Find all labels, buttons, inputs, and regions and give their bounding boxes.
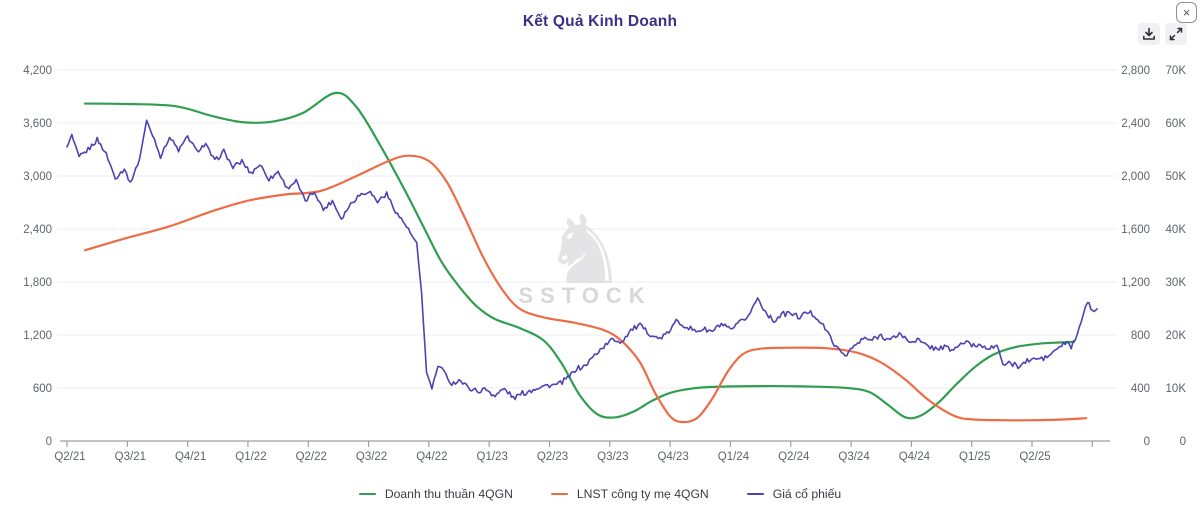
y-axis-label-right-outer: 0 [1180,436,1186,448]
y-axis-label-left: 1,200 [23,330,52,342]
legend-label: Doanh thu thuần 4QGN [384,487,513,501]
horse-logo-watermark: ♞ [542,198,627,304]
close-button[interactable]: × [1176,2,1197,23]
y-axis-label-right-outer: 50K [1166,171,1187,183]
x-axis-label: Q4/22 [416,451,447,463]
x-axis-label: Q2/22 [296,451,327,463]
legend-item-1[interactable]: LNST công ty mẹ 4QGN [550,487,709,501]
y-axis-label-right-inner: 800 [1131,330,1150,342]
legend-dash-icon [358,492,376,496]
x-axis-label: Q1/25 [959,451,990,463]
download-icon [1142,27,1156,41]
y-axis-label-right-inner: 1,200 [1121,277,1150,289]
y-axis-label-right-outer: 70K [1166,65,1187,77]
y-axis-label-left: 2,400 [23,224,52,236]
y-axis-label-left: 3,000 [23,171,52,183]
series-line-0 [83,91,1076,420]
series-line-1 [83,154,1088,424]
series-line-2 [66,119,1098,401]
y-axis-label-right-outer: 60K [1166,118,1187,130]
legend-item-0[interactable]: Doanh thu thuần 4QGN [358,487,513,501]
x-axis-label: Q3/22 [356,451,387,463]
y-axis-label-right-outer: 40K [1166,224,1187,236]
x-axis-label: Q4/24 [899,451,931,463]
x-axis-label: Q1/24 [718,451,750,463]
chart-title: Kết Quả Kinh Doanh [522,13,678,30]
y-axis-label-left: 600 [33,383,52,395]
legend-dash-icon [550,492,568,496]
chart-toolbar [1138,23,1187,45]
legend-dash-icon [746,492,764,496]
y-axis-label-right-inner: 2,400 [1121,118,1150,130]
download-button[interactable] [1138,23,1160,45]
x-axis-label: Q1/23 [477,451,508,463]
x-axis-label: Q3/21 [115,451,146,463]
x-axis-label: Q1/22 [235,451,266,463]
y-axis-label-left: 4,200 [23,65,52,77]
legend-label: LNST công ty mẹ 4QGN [576,487,709,501]
x-axis-label: Q2/25 [1019,451,1050,463]
legend-label: Giá cổ phiếu [772,487,842,501]
x-axis-label: Q4/21 [175,451,206,463]
chart-legend: Doanh thu thuần 4QGN LNST công ty mẹ 4QGN… [0,487,1200,501]
expand-icon [1169,27,1183,41]
x-axis-label: Q2/21 [54,451,85,463]
y-axis-label-left: 3,600 [23,118,52,130]
y-axis-label-left: 1,800 [23,277,52,289]
y-axis-label-right-outer: 10K [1166,383,1187,395]
x-axis-label: Q2/23 [537,451,568,463]
y-axis-label-left: 0 [46,436,52,448]
y-axis-label-right-inner: 2,800 [1121,65,1150,77]
watermark-text: SSTOCK [518,283,651,308]
x-axis-label: Q2/24 [778,451,810,463]
plot-area[interactable] [60,70,1110,441]
x-axis-label: Q3/24 [838,451,870,463]
y-axis-label-right-inner: 400 [1131,383,1150,395]
x-axis-label: Q3/23 [597,451,628,463]
y-axis-label-right-outer: 30K [1166,277,1187,289]
x-axis-label: Q4/23 [657,451,688,463]
y-axis-label-right-inner: 0 [1144,436,1150,448]
legend-item-2[interactable]: Giá cổ phiếu [746,487,842,501]
y-axis-label-right-outer: 20K [1166,330,1187,342]
expand-button[interactable] [1165,23,1187,45]
y-axis-label-right-inner: 2,000 [1121,171,1150,183]
y-axis-label-right-inner: 1,600 [1121,224,1150,236]
